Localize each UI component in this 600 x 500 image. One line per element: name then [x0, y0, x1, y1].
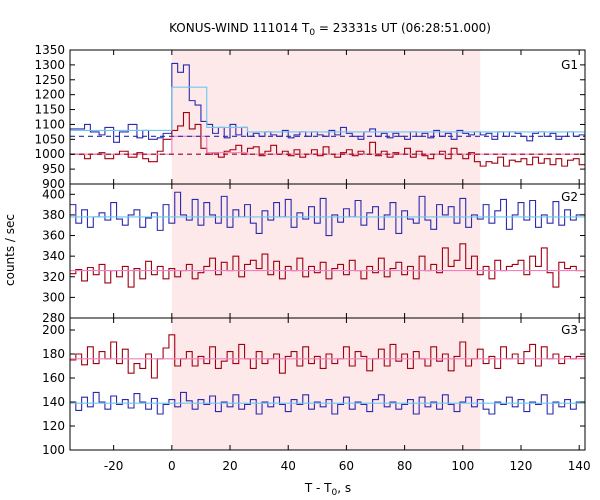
y-tick-label: 1350	[34, 43, 65, 57]
y-tick-label: 340	[42, 249, 65, 263]
y-tick-label: 1300	[34, 58, 65, 72]
y-tick-label: 1200	[34, 88, 65, 102]
axis-ticks: 9009501000105011001150120012501300135028…	[34, 43, 590, 473]
panel-3-series	[70, 334, 585, 415]
y-tick-label: 900	[42, 177, 65, 191]
y-tick-label: 160	[42, 371, 65, 385]
y-tick-label: 280	[42, 311, 65, 325]
y-tick-label: 120	[42, 419, 65, 433]
highlight-rect	[171, 50, 481, 450]
y-tick-label: 1100	[34, 117, 65, 131]
x-tick-label: 80	[397, 459, 412, 473]
y-tick-label: 950	[42, 162, 65, 176]
x-tick-label: 0	[168, 459, 176, 473]
panel-1-red-step-series	[70, 111, 585, 167]
panel-1-cyan-step-series	[70, 86, 585, 133]
x-tick-label: 20	[222, 459, 237, 473]
light-curve-series	[70, 62, 585, 415]
y-tick-label: 1250	[34, 73, 65, 87]
y-tick-label: 320	[42, 270, 65, 284]
panel-label-g1: G1	[561, 58, 578, 72]
panel-label-g2: G2	[561, 190, 578, 204]
panel-1-pink-step-series	[70, 135, 585, 155]
panel-2-series	[70, 191, 585, 288]
x-tick-label: 60	[339, 459, 354, 473]
panel-3-frame	[69, 317, 586, 451]
y-tick-label: 1000	[34, 147, 65, 161]
y-tick-label: 140	[42, 395, 65, 409]
y-tick-label: 100	[42, 443, 65, 457]
x-tick-label: -20	[104, 459, 124, 473]
panel-1-blue-step-series	[70, 62, 585, 143]
x-tick-label: 120	[510, 459, 533, 473]
y-tick-label: 1150	[34, 103, 65, 117]
y-tick-label: 380	[42, 208, 65, 222]
y-tick-label: 180	[42, 347, 65, 361]
panel-label-g3: G3	[561, 323, 578, 337]
y-tick-label: 200	[42, 323, 65, 337]
y-tick-label: 300	[42, 290, 65, 304]
panel-3-red-step-series	[70, 334, 585, 379]
y-tick-label: 360	[42, 229, 65, 243]
x-tick-label: 140	[568, 459, 591, 473]
chart-title: KONUS-WIND 111014 T0 = 23331s UT (06:28:…	[169, 21, 491, 38]
y-tick-label: 400	[42, 187, 65, 201]
x-tick-label: 100	[451, 459, 474, 473]
burst-interval-highlight	[171, 50, 481, 450]
panel-frames	[69, 49, 586, 451]
y-axis-label: counts / sec	[3, 214, 17, 286]
panel-1-series	[70, 62, 585, 167]
x-axis-label: T - T0, s	[304, 481, 351, 498]
x-tick-label: 40	[281, 459, 296, 473]
y-tick-label: 1050	[34, 132, 65, 146]
